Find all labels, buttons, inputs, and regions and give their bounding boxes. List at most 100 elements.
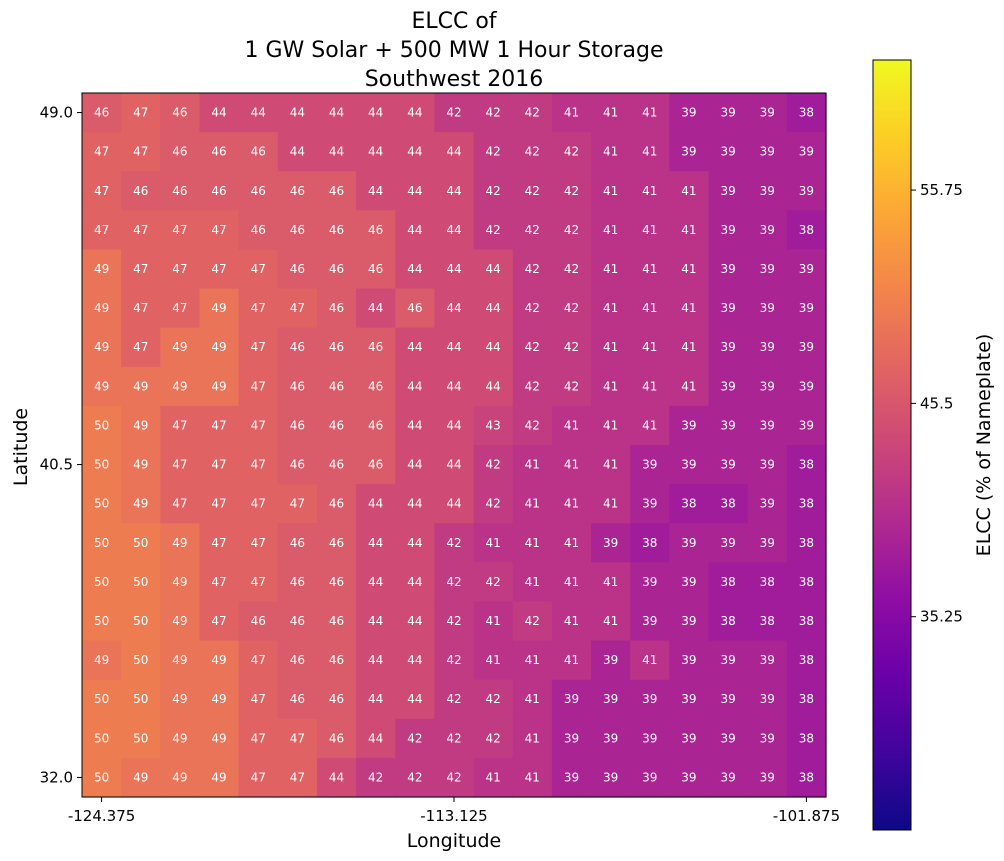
heatmap-cell-value: 49	[172, 614, 187, 628]
heatmap-cell-value: 44	[407, 340, 422, 354]
heatmap-cell-value: 39	[603, 731, 618, 745]
colorbar-tick-label: 35.25	[920, 608, 963, 626]
heatmap-cell-value: 44	[251, 106, 266, 120]
heatmap-cell	[551, 562, 592, 603]
heatmap-cell-value: 39	[681, 614, 696, 628]
x-tick-label: -101.875	[773, 807, 840, 825]
heatmap-cell-value: 41	[603, 262, 618, 276]
heatmap-cell	[160, 249, 201, 290]
heatmap-cell	[786, 366, 827, 407]
heatmap-cell	[160, 523, 201, 563]
heatmap-cell	[708, 249, 749, 290]
heatmap-cell	[316, 210, 357, 251]
heatmap-cell-value: 47	[133, 340, 148, 354]
heatmap-cell	[591, 640, 631, 681]
heatmap-cell-value: 47	[211, 575, 226, 589]
heatmap-cell-value: 39	[760, 653, 775, 667]
heatmap-cell	[277, 601, 318, 642]
heatmap-cell-value: 41	[525, 731, 540, 745]
heatmap-cell-value: 44	[290, 106, 305, 120]
heatmap-cell	[160, 366, 201, 407]
heatmap-cell	[708, 484, 749, 524]
heatmap-cell	[591, 757, 631, 798]
heatmap-cell-value: 46	[329, 223, 344, 237]
heatmap-cell	[512, 210, 553, 251]
heatmap-cell	[82, 132, 122, 172]
heatmap-cell	[551, 718, 592, 759]
heatmap-cell-value: 42	[486, 223, 501, 237]
heatmap-cell	[356, 93, 396, 133]
heatmap-cell	[82, 601, 122, 642]
heatmap-cell	[356, 679, 396, 720]
heatmap-cell	[551, 288, 592, 329]
heatmap-cell	[434, 445, 475, 485]
heatmap-cell	[316, 757, 357, 798]
heatmap-cell-value: 46	[290, 536, 305, 550]
heatmap-cell-value: 39	[681, 418, 696, 432]
heatmap-cell-value: 39	[760, 301, 775, 315]
heatmap-cell	[277, 210, 318, 251]
heatmap-cell-value: 50	[94, 770, 109, 784]
heatmap-cell	[160, 210, 201, 251]
heatmap-cell-value: 44	[407, 223, 422, 237]
heatmap-cell-value: 38	[799, 497, 814, 511]
heatmap-cell-value: 42	[446, 106, 461, 120]
heatmap-cell-value: 39	[760, 184, 775, 198]
heatmap-cell-value: 39	[720, 653, 735, 667]
heatmap-cell	[708, 445, 749, 485]
heatmap-cell	[316, 484, 357, 524]
heatmap-cell-value: 50	[94, 575, 109, 589]
heatmap-cell-value: 49	[172, 575, 187, 589]
heatmap-cell	[473, 327, 514, 368]
heatmap-cell	[277, 93, 318, 133]
heatmap-cell-value: 41	[603, 497, 618, 511]
heatmap-cell	[747, 288, 788, 329]
heatmap-cell-value: 41	[681, 379, 696, 393]
heatmap-cell	[512, 366, 553, 407]
heatmap-cell-value: 38	[799, 575, 814, 589]
heatmap-cell-value: 39	[720, 770, 735, 784]
heatmap-cell-value: 39	[681, 770, 696, 784]
heatmap-cell	[160, 327, 201, 368]
x-axis: -124.375 -113.125 -101.875	[68, 797, 840, 825]
heatmap-cell	[199, 757, 240, 798]
heatmap-cell	[630, 171, 670, 211]
heatmap-cell-value: 39	[720, 458, 735, 472]
heatmap-cell	[630, 484, 670, 524]
heatmap-cell	[669, 757, 710, 798]
heatmap-cell	[199, 405, 240, 446]
heatmap-cell-value: 46	[329, 497, 344, 511]
heatmap-cell-value: 42	[564, 145, 579, 159]
heatmap-cell	[591, 210, 631, 251]
heatmap-cell-value: 41	[642, 653, 657, 667]
heatmap-cell	[82, 757, 122, 798]
heatmap-cell	[121, 171, 161, 211]
heatmap-cell-value: 38	[799, 458, 814, 472]
heatmap-cell	[786, 757, 827, 798]
heatmap-cell-value: 44	[446, 301, 461, 315]
heatmap-cell	[199, 562, 240, 603]
heatmap-cell	[786, 132, 827, 172]
heatmap-cell	[512, 562, 553, 603]
heatmap-cell	[277, 484, 318, 524]
heatmap-cell	[512, 523, 553, 563]
heatmap-cell	[238, 640, 279, 681]
heatmap-cell-value: 44	[446, 418, 461, 432]
heatmap-cell	[747, 210, 788, 251]
heatmap-cell	[121, 718, 161, 759]
heatmap-cell	[473, 132, 514, 172]
heatmap-cell-value: 42	[525, 614, 540, 628]
heatmap-cell	[277, 288, 318, 329]
heatmap-cell	[316, 366, 357, 407]
heatmap-cell	[512, 327, 553, 368]
heatmap-cell-value: 39	[720, 145, 735, 159]
heatmap-cell	[160, 93, 201, 133]
heatmap-cell-value: 46	[290, 340, 305, 354]
heatmap-cell-value: 46	[329, 458, 344, 472]
heatmap-cell	[395, 93, 436, 133]
heatmap-cell-value: 44	[407, 692, 422, 706]
heatmap-cell-value: 42	[525, 379, 540, 393]
heatmap-cell	[356, 366, 396, 407]
heatmap-cell-value: 47	[290, 731, 305, 745]
heatmap-cell	[591, 366, 631, 407]
